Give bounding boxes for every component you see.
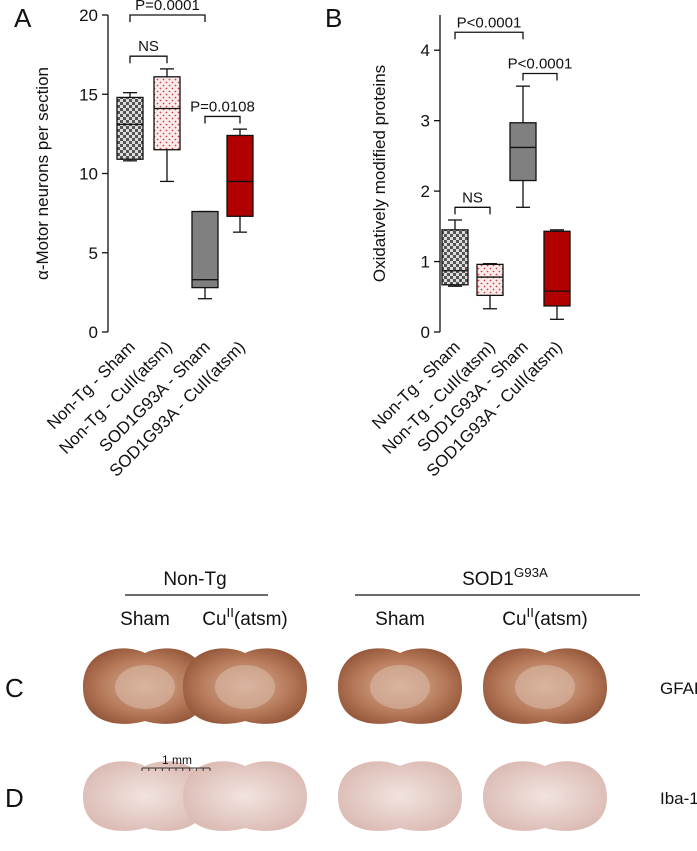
y-tick-label: 15 bbox=[79, 85, 98, 104]
group-label-text: Non-Tg bbox=[163, 569, 226, 590]
group-label-text: SOD1 bbox=[462, 569, 514, 590]
panel-letter: A bbox=[14, 3, 32, 33]
significance-bracket bbox=[454, 31, 524, 40]
significance-label: NS bbox=[138, 38, 159, 55]
column-label-text: Cu bbox=[502, 609, 526, 630]
stain-label: GFAP bbox=[660, 679, 697, 698]
y-tick-label: 0 bbox=[421, 323, 430, 342]
column-label-text: Sham bbox=[120, 609, 170, 630]
significance-label: P=0.0108 bbox=[190, 98, 255, 115]
column-label: Sham bbox=[375, 609, 425, 630]
column-label-sup: II bbox=[527, 605, 534, 620]
column-label: CuII(atsm) bbox=[202, 605, 288, 630]
grey-matter bbox=[370, 665, 430, 709]
column-label: Sham bbox=[120, 609, 170, 630]
y-tick-label: 10 bbox=[79, 165, 98, 184]
y-tick-label: 4 bbox=[421, 41, 430, 60]
box bbox=[153, 76, 181, 151]
tissue-section bbox=[183, 761, 307, 831]
significance-bracket bbox=[129, 55, 168, 64]
significance-bracket bbox=[522, 72, 558, 81]
stain-label: Iba-1 bbox=[660, 789, 697, 808]
y-tick-label: 5 bbox=[89, 244, 98, 263]
box bbox=[116, 96, 144, 160]
box bbox=[191, 210, 219, 289]
column-label-rest: (atsm) bbox=[234, 609, 288, 630]
significance-bracket bbox=[454, 206, 491, 215]
grey-matter bbox=[215, 665, 275, 709]
box bbox=[441, 229, 469, 286]
group-label: Non-Tg bbox=[163, 569, 226, 590]
box bbox=[226, 134, 254, 217]
significance-label: P<0.0001 bbox=[508, 55, 573, 72]
column-label-rest: (atsm) bbox=[534, 609, 588, 630]
column-label-text: Cu bbox=[202, 609, 226, 630]
y-tick-label: 20 bbox=[79, 6, 98, 25]
significance-bracket bbox=[129, 14, 206, 22]
box bbox=[476, 263, 504, 297]
panel-letter: D bbox=[5, 783, 24, 813]
group-label: SOD1G93A bbox=[462, 565, 548, 590]
column-label-text: Sham bbox=[375, 609, 425, 630]
y-tick-label: 3 bbox=[421, 112, 430, 131]
tissue-section bbox=[483, 761, 607, 831]
significance-label: P<0.0001 bbox=[457, 14, 522, 31]
tissue-section bbox=[338, 761, 462, 831]
column-label-sup: II bbox=[227, 605, 234, 620]
significance-label: P=0.0001 bbox=[135, 0, 200, 14]
scale-bar bbox=[141, 767, 211, 771]
y-axis-label: α-Motor neurons per section bbox=[33, 67, 52, 280]
column-label: CuII(atsm) bbox=[502, 605, 588, 630]
box bbox=[543, 230, 571, 307]
box bbox=[509, 122, 537, 182]
grey-matter bbox=[115, 665, 175, 709]
tissue-section bbox=[83, 761, 207, 831]
grey-matter bbox=[515, 665, 575, 709]
significance-bracket bbox=[204, 115, 241, 124]
scale-bar-label: 1 mm bbox=[162, 753, 192, 767]
y-tick-label: 2 bbox=[421, 182, 430, 201]
panel-letter: B bbox=[325, 3, 342, 33]
y-axis-label: Oxidatively modified proteins bbox=[370, 65, 389, 282]
significance-label: NS bbox=[462, 189, 483, 206]
y-tick-label: 1 bbox=[421, 253, 430, 272]
panel-letter: C bbox=[5, 673, 24, 703]
y-tick-label: 0 bbox=[89, 323, 98, 342]
group-label-sup: G93A bbox=[514, 565, 548, 580]
